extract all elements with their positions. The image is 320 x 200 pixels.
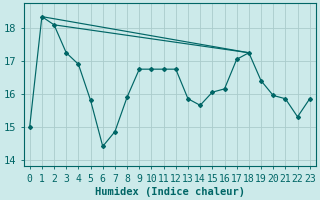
- X-axis label: Humidex (Indice chaleur): Humidex (Indice chaleur): [95, 186, 245, 197]
